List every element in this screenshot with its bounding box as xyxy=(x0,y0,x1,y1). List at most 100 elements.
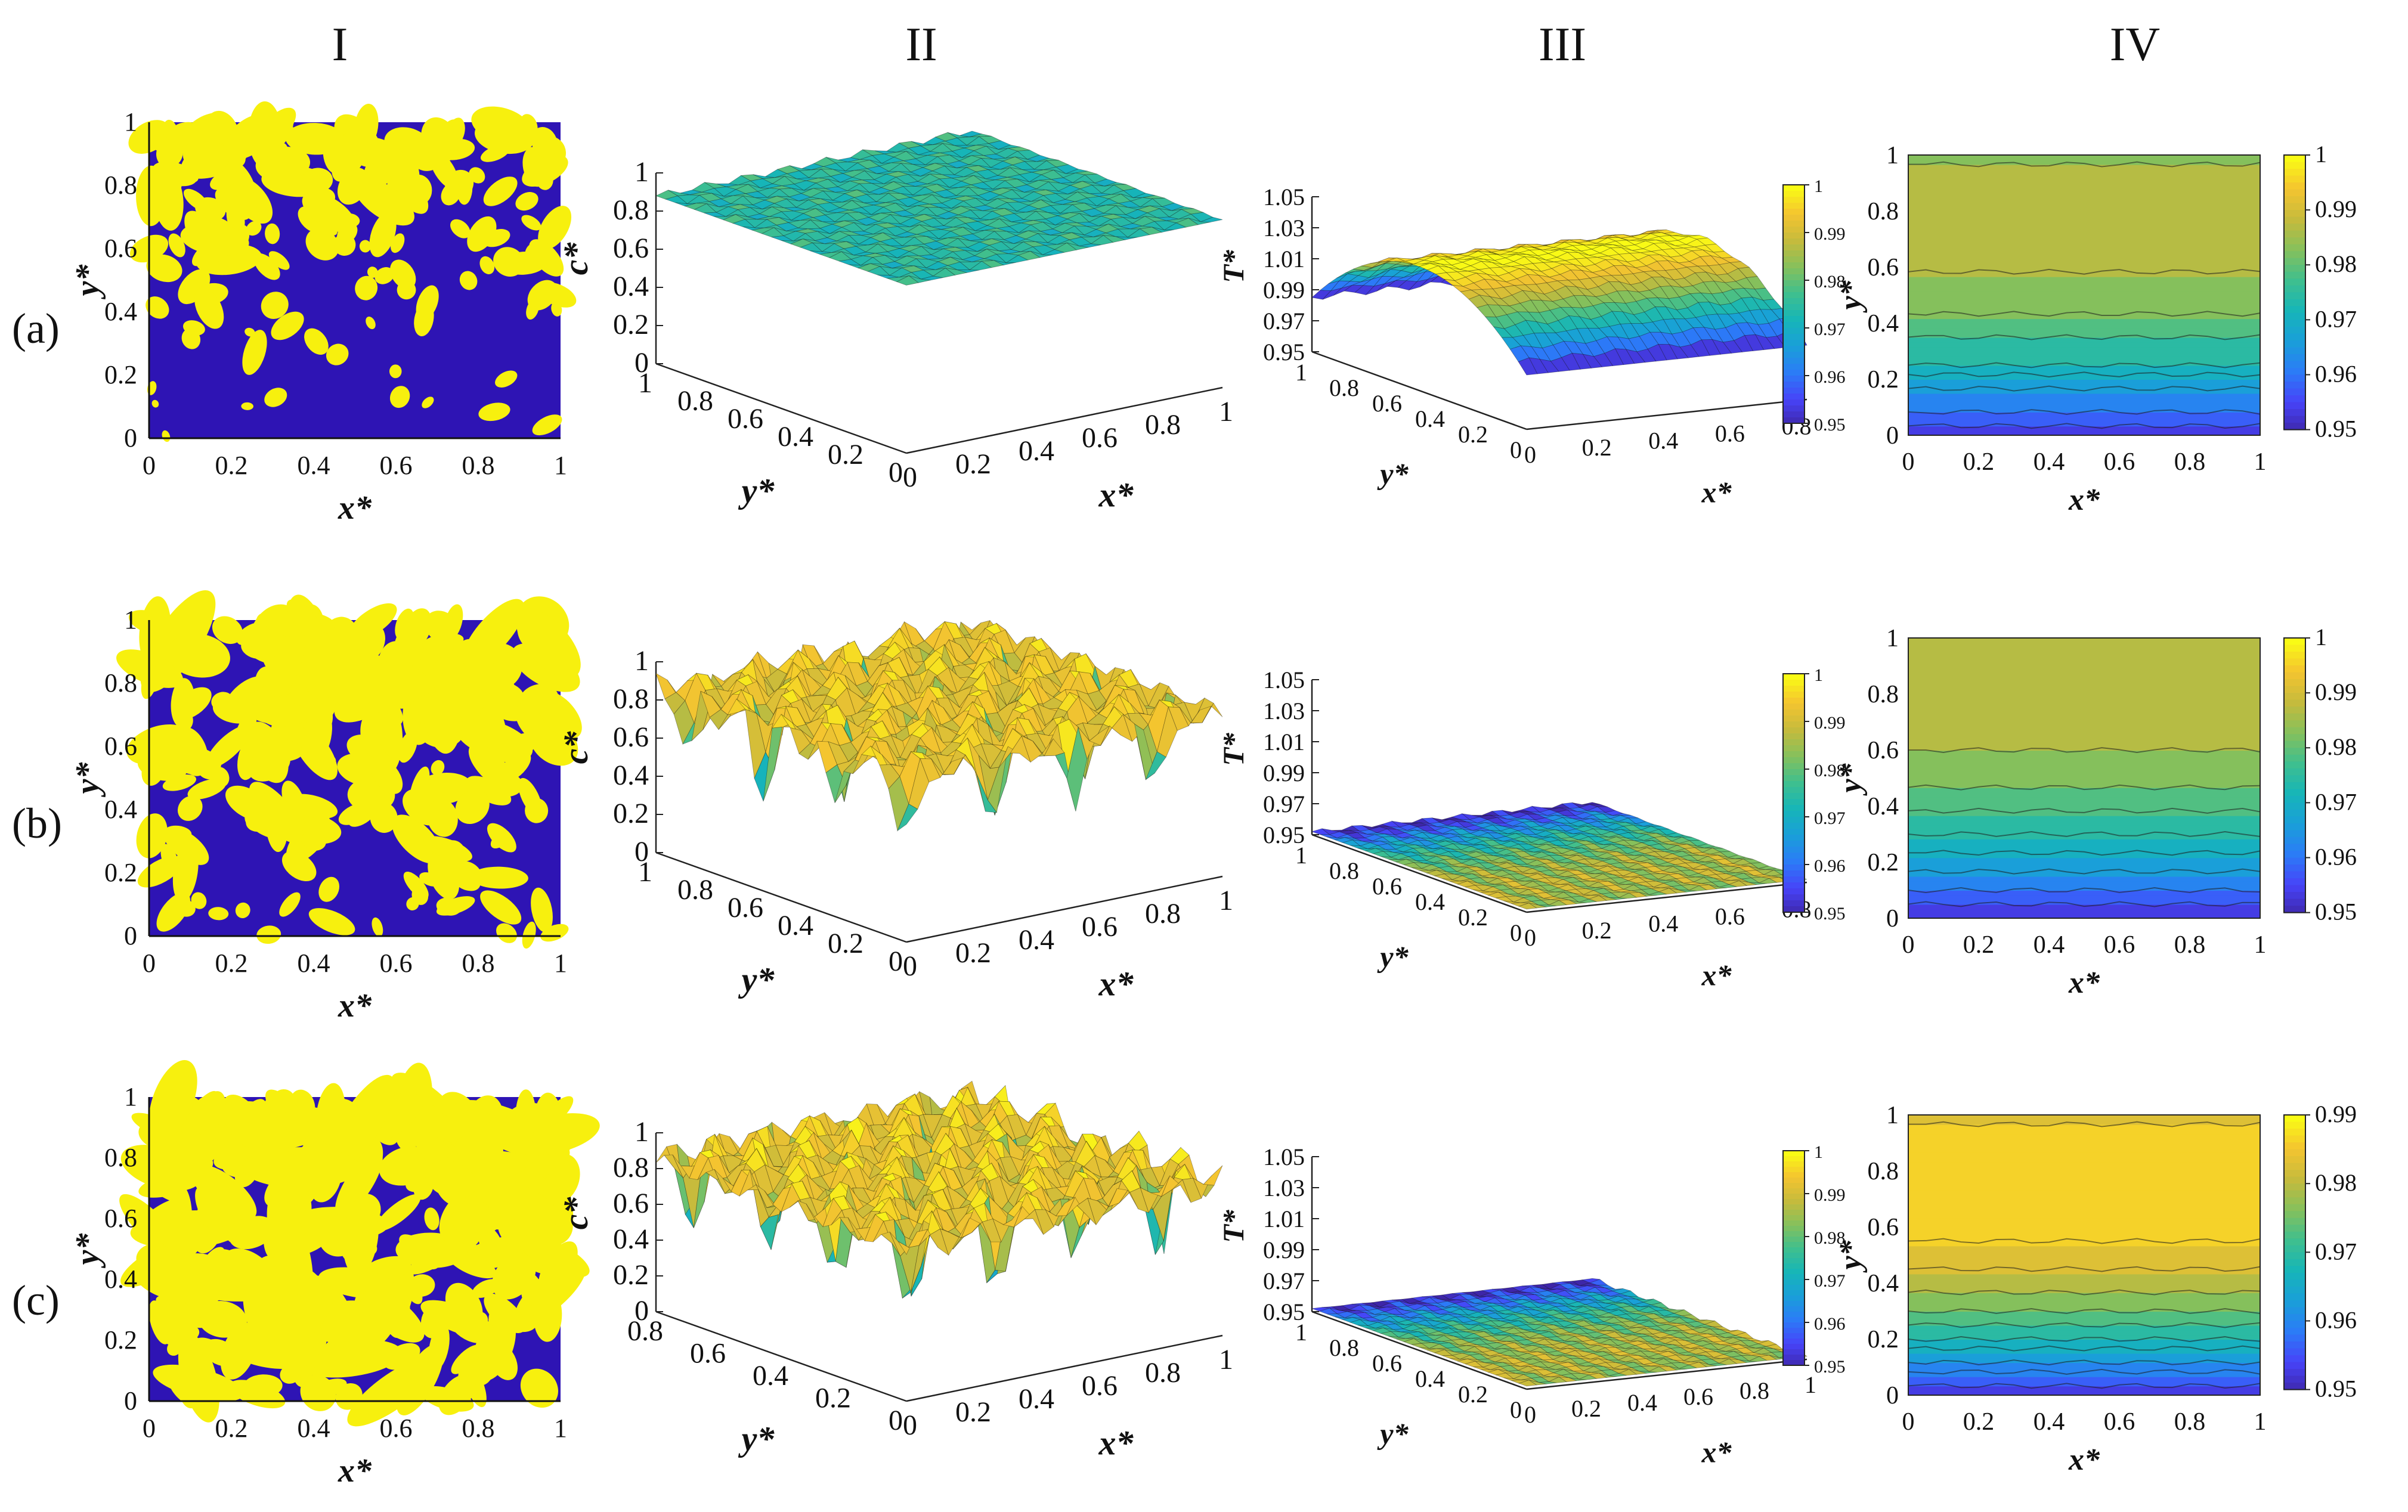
droplet xyxy=(146,254,182,283)
droplet xyxy=(252,738,277,768)
droplet xyxy=(538,206,572,250)
colorbar-step xyxy=(1783,865,1805,871)
z-tick-label: 0.6 xyxy=(613,233,649,264)
y-tick-label: 0.4 xyxy=(1415,888,1445,915)
droplet xyxy=(359,240,372,253)
x-tick-label: 0.2 xyxy=(1582,917,1612,944)
y-tick-label: 0.6 xyxy=(1372,390,1402,417)
droplet xyxy=(441,182,461,206)
x-tick-label: 0.8 xyxy=(462,451,495,480)
surface-mesh xyxy=(1311,1278,1808,1387)
x-tick-label: 1 xyxy=(1219,396,1233,427)
droplet xyxy=(459,271,478,290)
y-tick-label: 0 xyxy=(889,946,903,977)
droplet xyxy=(476,639,498,664)
x-axis-line xyxy=(906,1334,1223,1402)
droplet xyxy=(332,646,371,710)
x-tick-label: 0.6 xyxy=(380,949,413,978)
droplet xyxy=(458,686,485,721)
y-tick-label: 0.2 xyxy=(1458,421,1488,448)
z-tick-label: 0 xyxy=(635,836,649,867)
droplet xyxy=(389,364,402,379)
droplet xyxy=(496,923,517,943)
droplet xyxy=(148,1060,197,1141)
surface-facet xyxy=(1655,229,1675,234)
droplet xyxy=(421,117,459,162)
phase-droplets xyxy=(116,590,582,949)
droplet xyxy=(308,908,355,935)
droplet xyxy=(477,692,507,748)
colorbar-step xyxy=(1783,751,1805,758)
droplet xyxy=(370,757,403,794)
colorbar-step xyxy=(1783,274,1805,281)
droplet xyxy=(408,1250,450,1275)
colorbar-step xyxy=(1783,900,1805,907)
y-tick-label: 0.6 xyxy=(104,234,137,263)
colorbar-step xyxy=(1783,346,1805,352)
droplet xyxy=(455,789,490,825)
droplet xyxy=(185,1294,247,1331)
x-tick-label: 0.4 xyxy=(298,1414,330,1443)
x-tick-label: 0.2 xyxy=(955,448,991,480)
z-tick-label: 0.4 xyxy=(613,760,649,791)
droplet xyxy=(375,1194,421,1231)
droplet xyxy=(151,399,159,408)
y-axis-label: y* xyxy=(69,762,106,798)
x-tick-label: 0.6 xyxy=(380,1414,413,1443)
colorbar-step xyxy=(1783,787,1805,794)
y-axis-label: y* xyxy=(69,264,106,300)
y-tick-label: 1 xyxy=(124,1082,137,1111)
x-tick-label: 1 xyxy=(554,451,567,480)
droplet xyxy=(182,320,205,336)
y-axis-line xyxy=(1311,1310,1527,1390)
y-tick-label: 0.8 xyxy=(1329,374,1359,401)
x-tick-label: 0.8 xyxy=(462,1414,495,1443)
droplet xyxy=(414,302,434,337)
colorbar-frame xyxy=(1782,673,1805,913)
droplet xyxy=(431,760,445,776)
colorbar-step xyxy=(1783,268,1805,275)
droplet xyxy=(463,1363,487,1408)
z-axis-label: T* xyxy=(1217,732,1250,766)
x-tick-label: 0.2 xyxy=(955,1396,991,1428)
colorbar-step xyxy=(1783,757,1805,764)
colorbar-step xyxy=(1783,853,1805,859)
droplet xyxy=(178,166,199,183)
droplet xyxy=(411,886,429,905)
colorbar-tick-label: 0.96 xyxy=(1814,367,1846,387)
x-tick-label: 0 xyxy=(143,1414,156,1443)
panel-b-III: 0.950.970.991.011.031.0500.20.40.60.800.… xyxy=(1217,662,1849,996)
x-tick-label: 1 xyxy=(1219,885,1233,916)
y-tick-label: 0.8 xyxy=(677,385,713,417)
z-tick-label: 0.97 xyxy=(1263,308,1305,334)
droplet xyxy=(244,797,265,826)
droplet xyxy=(389,386,410,408)
droplet xyxy=(265,794,288,853)
z-tick-label: 1.01 xyxy=(1263,729,1305,755)
droplet xyxy=(479,256,495,274)
panel-c-I-svg: 0 0.2 0.4 0.6 0.8 100.20.40.60.81x*y* xyxy=(69,1060,600,1489)
droplet xyxy=(175,899,196,917)
droplet xyxy=(227,1328,245,1342)
x-tick-label: 0.4 xyxy=(298,949,330,978)
droplet xyxy=(374,267,394,284)
droplet xyxy=(187,778,227,800)
panel-c-II-svg: 00.20.40.60.810 0.2 0.4 0.6 0.8 100.20.40.60.… xyxy=(556,1080,1233,1463)
droplet xyxy=(128,610,172,636)
x-tick-label: 0.6 xyxy=(1082,1370,1118,1402)
colorbar-step xyxy=(1783,829,1805,835)
droplet xyxy=(191,892,207,909)
y-axis-label: y* xyxy=(1377,457,1409,491)
colorbar-step xyxy=(1783,209,1805,215)
droplet xyxy=(137,752,187,781)
panel-a-I-svg: 0 0.2 0.4 0.6 0.8 100.20.40.60.81x*y* xyxy=(69,101,577,526)
y-tick-label: 0 xyxy=(124,1386,137,1415)
droplet xyxy=(529,239,564,277)
droplet xyxy=(531,127,558,157)
droplet xyxy=(480,890,522,925)
axes-box xyxy=(1311,680,1807,913)
droplet xyxy=(456,171,473,205)
colorbar-step xyxy=(1783,227,1805,233)
y-tick-label: 0 xyxy=(889,1405,903,1436)
droplet xyxy=(540,1096,574,1129)
